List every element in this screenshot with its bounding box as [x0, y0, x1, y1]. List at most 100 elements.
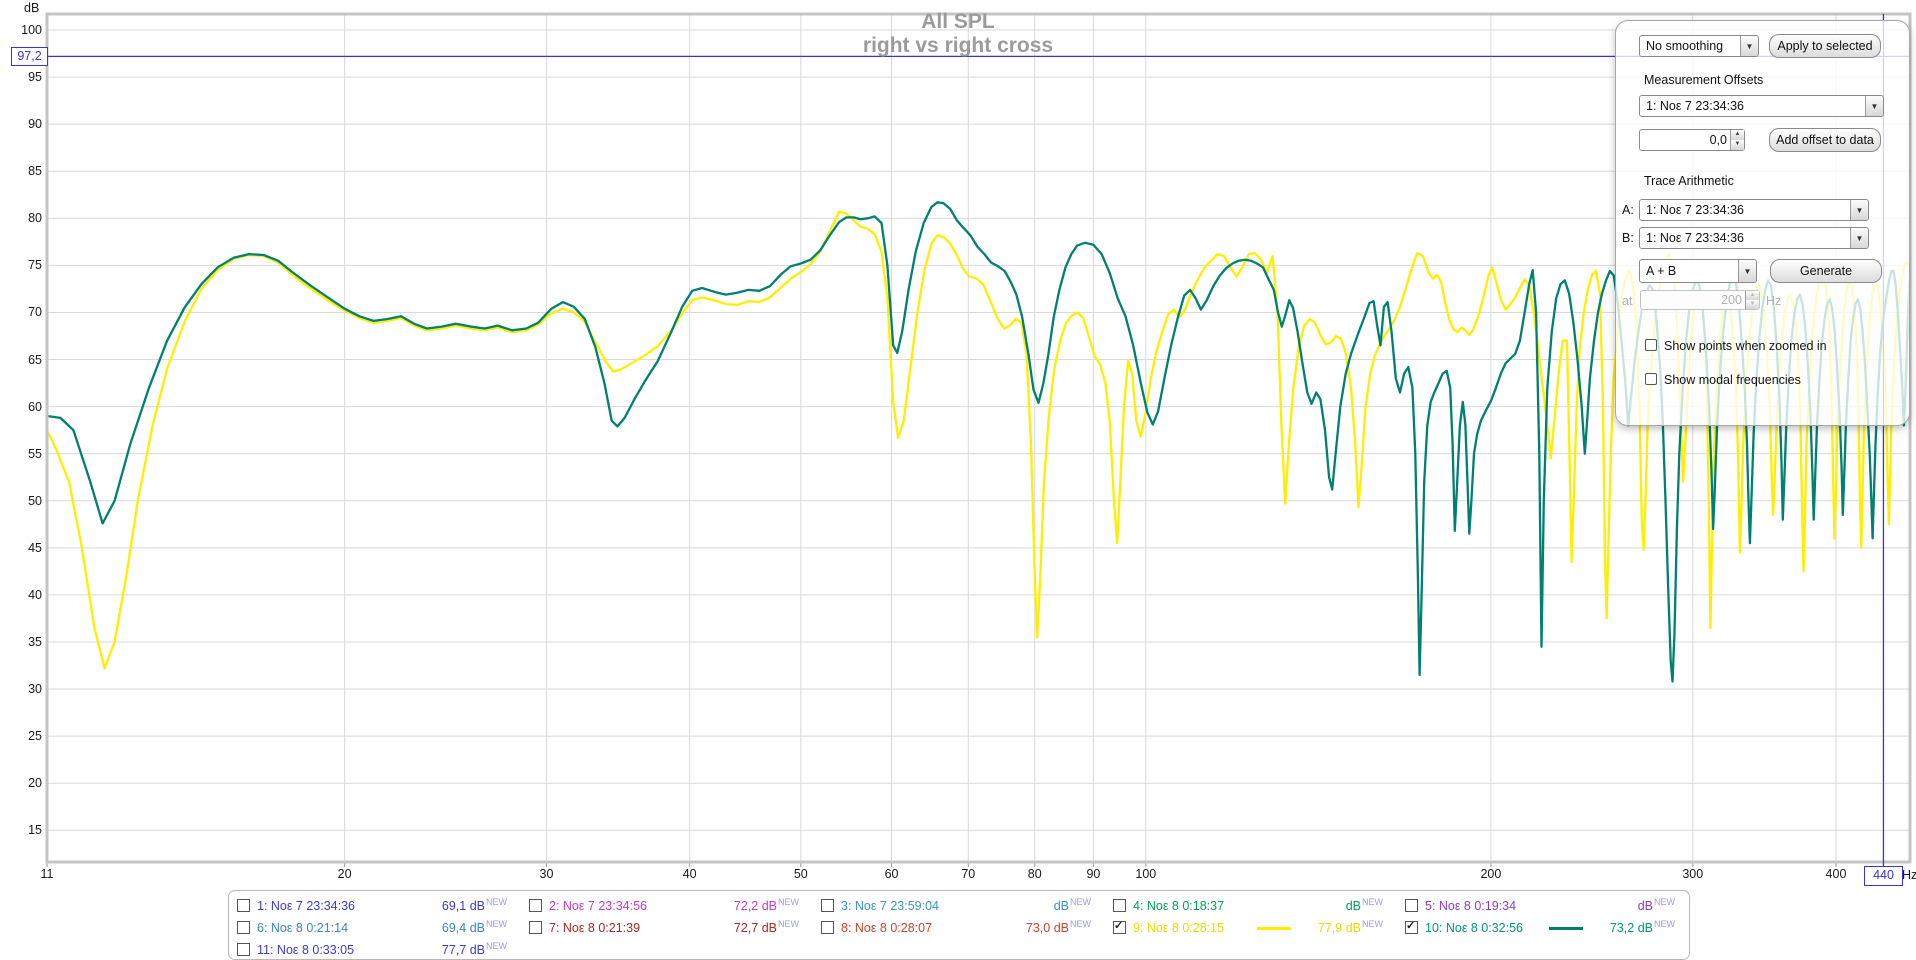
controls-panel: No smoothing ▼ Apply to selected Measure… — [1615, 20, 1910, 426]
legend-entry: 6: Νοε 8 0:21:14 69,4 dBNEW — [237, 917, 527, 938]
check-icon: ✓ — [1114, 920, 1124, 932]
x-axis-label: 40 — [682, 867, 697, 881]
measurement-offsets-combo[interactable]: 1: Νοε 7 23:34:36 ▼ — [1639, 95, 1884, 117]
generate-button[interactable]: Generate — [1770, 259, 1882, 283]
legend-visibility-checkbox[interactable] — [237, 921, 250, 934]
show-points-label: Show points when zoomed in — [1664, 339, 1827, 353]
trace-a-label: A: — [1622, 203, 1634, 217]
legend-entry-name: 7: Νοε 8 0:21:39 — [549, 920, 641, 935]
legend-entry-value: 77,9 dBNEW — [1317, 919, 1383, 936]
chevron-down-icon[interactable]: ▼ — [1850, 200, 1868, 220]
offset-spinner[interactable]: 0,0 ▲ ▼ — [1639, 129, 1745, 151]
y-axis-label: 15 — [28, 823, 42, 838]
legend-entry: 2: Νοε 7 23:34:56 72,2 dBNEW — [529, 895, 819, 916]
legend-entry-name: 1: Νοε 7 23:34:36 — [257, 898, 356, 913]
x-axis-unit: Hz — [1902, 868, 1916, 882]
x-axis-label: 400 — [1825, 867, 1847, 881]
at-unit-label: Hz — [1766, 294, 1782, 308]
y-axis-label: 80 — [28, 211, 42, 226]
legend-entry-value: 73,2 dBNEW — [1609, 919, 1675, 936]
y-axis-label: 65 — [28, 352, 42, 367]
trace-arithmetic-label: Trace Arithmetic — [1644, 174, 1734, 188]
x-axis-label: 80 — [1027, 867, 1042, 881]
new-badge: NEW — [778, 919, 799, 930]
y-axis-label: 45 — [28, 540, 42, 555]
legend-visibility-checkbox[interactable]: ✓ — [1405, 920, 1418, 934]
y-axis-label: 50 — [28, 493, 42, 508]
legend-visibility-checkbox[interactable] — [821, 921, 834, 934]
plot-area[interactable] — [47, 14, 1910, 862]
legend-entry: 8: Νοε 8 0:28:07 73,0 dBNEW — [821, 917, 1111, 938]
x-axis-label: 11 — [40, 867, 54, 881]
new-badge: NEW — [486, 941, 507, 952]
new-badge: NEW — [486, 919, 507, 930]
legend-entry-value: 72,2 dBNEW — [733, 897, 799, 914]
smoothing-combo[interactable]: No smoothing ▼ — [1639, 35, 1759, 57]
x-axis-label: 30 — [539, 867, 554, 881]
new-badge: NEW — [778, 897, 799, 908]
x-axis-label: 60 — [884, 867, 899, 881]
y-axis-label: 25 — [28, 729, 42, 744]
legend-visibility-checkbox[interactable] — [529, 921, 542, 934]
legend-visibility-checkbox[interactable] — [1113, 899, 1126, 912]
new-badge: NEW — [486, 897, 507, 908]
apply-to-selected-button[interactable]: Apply to selected — [1769, 34, 1881, 58]
measurements-legend: 1: Νοε 7 23:34:36 69,1 dBNEW 2: Νοε 7 23:3… — [228, 890, 1690, 960]
legend-entry-value: 69,1 dBNEW — [441, 897, 507, 914]
trace-color-swatch — [1257, 927, 1291, 930]
legend-visibility-checkbox[interactable] — [237, 943, 250, 956]
legend-entry-value: dBNEW — [1053, 897, 1091, 914]
legend-visibility-checkbox[interactable] — [1405, 899, 1418, 912]
legend-entry-name: 8: Νοε 8 0:28:07 — [841, 920, 933, 935]
show-points-checkbox[interactable] — [1645, 339, 1657, 351]
y-axis-label: 40 — [28, 587, 42, 602]
legend-entry-value: 72,7 dBNEW — [733, 919, 799, 936]
chevron-down-icon[interactable]: ▼ — [1738, 260, 1756, 282]
y-axis-label: 20 — [28, 776, 42, 791]
measurement-offsets-label: Measurement Offsets — [1644, 73, 1764, 87]
new-badge: NEW — [1362, 919, 1383, 930]
cursor-db-readout: 97,2 — [11, 47, 48, 66]
legend-entry: ✓ 10: Νοε 8 0:32:56 73,2 dBNEW — [1405, 917, 1695, 938]
chevron-down-icon[interactable]: ▼ — [1865, 96, 1883, 116]
x-axis-label: 20 — [337, 867, 352, 881]
trace-a-combo[interactable]: 1: Νοε 7 23:34:36 ▼ — [1639, 199, 1869, 221]
legend-entry: 11: Νοε 8 0:33:05 77,7 dBNEW — [237, 939, 527, 960]
show-modal-checkbox[interactable] — [1645, 373, 1657, 385]
x-axis-label: 90 — [1086, 867, 1101, 881]
legend-visibility-checkbox[interactable] — [237, 899, 250, 912]
legend-visibility-checkbox[interactable] — [529, 899, 542, 912]
operation-combo[interactable]: A + B ▼ — [1639, 259, 1757, 283]
y-axis-label: 30 — [28, 682, 42, 697]
new-badge: NEW — [1070, 919, 1091, 930]
x-axis-label: 70 — [961, 867, 976, 881]
legend-visibility-checkbox[interactable] — [821, 899, 834, 912]
offset-spinner-value: 0,0 — [1709, 133, 1727, 147]
chevron-down-icon[interactable]: ▼ — [1850, 228, 1868, 248]
add-offset-button[interactable]: Add offset to data — [1769, 128, 1881, 152]
legend-entry-value: 69,4 dBNEW — [441, 919, 507, 936]
legend-entry-name: 11: Νοε 8 0:33:05 — [257, 942, 355, 957]
legend-entry-value: dBNEW — [1345, 897, 1383, 914]
y-axis-label: 55 — [28, 446, 42, 461]
y-axis-label: 35 — [28, 634, 42, 649]
trace-b-combo[interactable]: 1: Νοε 7 23:34:36 ▼ — [1639, 227, 1869, 249]
trace-color-swatch — [1549, 927, 1583, 930]
new-badge: NEW — [1654, 897, 1675, 908]
y-axis-label: 60 — [28, 399, 42, 414]
smoothing-combo-value: No smoothing — [1646, 39, 1724, 53]
legend-entry: 7: Νοε 8 0:21:39 72,7 dBNEW — [529, 917, 819, 938]
spinner-arrows-icon[interactable]: ▲ ▼ — [1730, 130, 1744, 150]
spinner-arrows-icon: ▲ ▼ — [1745, 291, 1759, 309]
legend-entry-value: dBNEW — [1637, 897, 1675, 914]
legend-entry-name: 3: Νοε 7 23:59:04 — [841, 898, 940, 913]
chevron-down-icon[interactable]: ▼ — [1740, 36, 1758, 56]
legend-visibility-checkbox[interactable]: ✓ — [1113, 920, 1126, 934]
at-frequency-spinner: 200 ▲ ▼ — [1640, 290, 1760, 310]
legend-entry-name: 5: Νοε 8 0:19:34 — [1425, 898, 1517, 913]
operation-combo-value: A + B — [1646, 264, 1677, 278]
y-axis-unit: dB — [24, 1, 40, 15]
trace-a-combo-value: 1: Νοε 7 23:34:36 — [1646, 203, 1745, 217]
y-axis-label: 75 — [28, 258, 42, 273]
